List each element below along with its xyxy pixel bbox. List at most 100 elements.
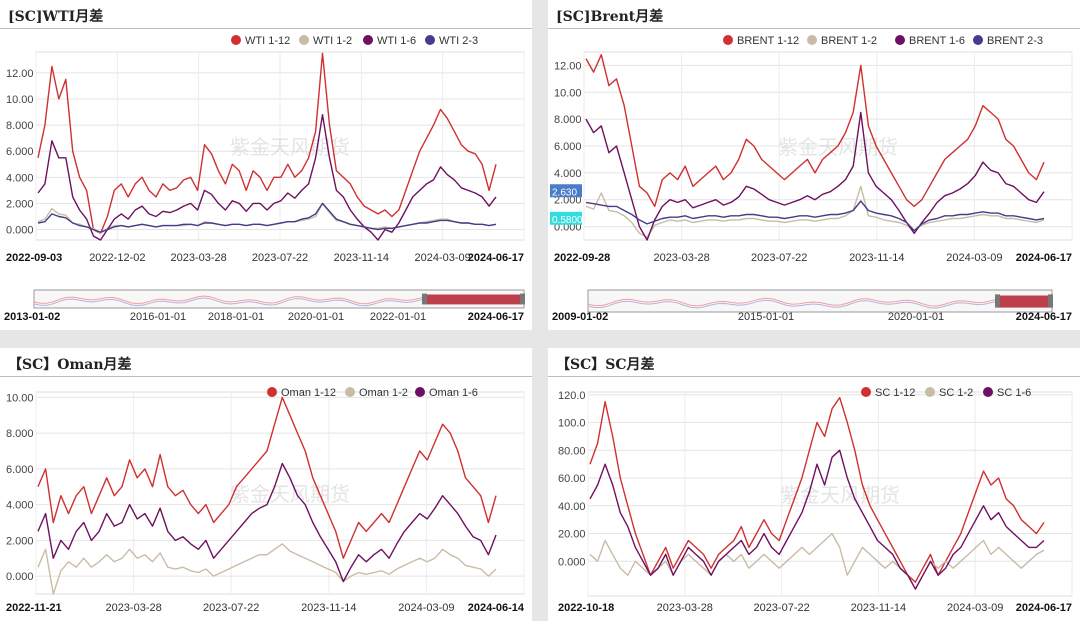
brent-navigator-preview <box>587 297 999 307</box>
wti-ytick-label: 4.000 <box>6 172 34 184</box>
brent-navigator-start: 2009-01-02 <box>552 311 608 323</box>
oman-ytick-label: 0.000 <box>6 571 34 583</box>
wti-legend-marker <box>363 35 373 45</box>
oman-legend-marker <box>345 387 355 397</box>
sc-legend-label: SC 1-6 <box>997 387 1031 399</box>
wti-xtick-label: 2022-12-02 <box>89 252 145 264</box>
wti-xtick-label: 2023-03-28 <box>171 252 227 264</box>
oman-xtick-label: 2024-03-09 <box>398 602 454 614</box>
brent-navigator-tick: 2015-01-01 <box>738 311 794 323</box>
oman-watermark: 紫金天风期货 <box>230 483 350 506</box>
oman-xtick-label: 2023-11-14 <box>301 602 356 614</box>
sc-ytick-label: 40.00 <box>558 501 586 513</box>
brent-legend-marker <box>807 35 817 45</box>
wti-chart: 0.000 2.000 4.000 6.000 8.000 10.00 12.00 2022-… <box>4 35 525 323</box>
oman-xtick-label: 2024-06-14 <box>468 602 525 614</box>
sc-legend-marker <box>861 387 871 397</box>
wti-navigator-tick: 2022-01-01 <box>370 311 426 323</box>
brent-panel: [SC]Brent月差 0.000 2.000 4.000 6.000 8.000 10.… <box>548 0 1080 330</box>
brent-ytick-label: 8.000 <box>554 114 582 126</box>
oman-panel: 【SC】Oman月差 0.000 2.000 4.000 6.000 8.000 10.0… <box>0 348 532 621</box>
brent-legend-label: BRENT 1-12 <box>737 35 799 47</box>
wti-navigator-preview <box>33 295 426 305</box>
sc-ytick-label: 120.0 <box>558 390 586 402</box>
sc-xtick-label: 2023-07-22 <box>753 602 809 614</box>
sc-ytick-label: 60.00 <box>558 473 586 485</box>
oman-xtick-label: 2022-11-21 <box>6 602 62 614</box>
sc-legend-marker <box>925 387 935 397</box>
sc-xtick-label: 2023-03-28 <box>657 602 713 614</box>
brent-ytick-label: 10.00 <box>554 87 582 99</box>
brent-xtick-label: 2023-11-14 <box>849 252 904 264</box>
wti-xtick-label: 2023-11-14 <box>334 252 389 264</box>
wti-title: [SC]WTI月差 <box>8 9 104 25</box>
oman-title-divider <box>0 376 532 377</box>
wti-ytick-label: 0.000 <box>6 225 34 237</box>
wti-watermark: 紫金天风期货 <box>230 136 350 159</box>
sc-ytick-label: 0.000 <box>558 556 586 568</box>
brent-xtick-label: 2022-09-28 <box>554 252 610 264</box>
sc-ytick-label: 80.00 <box>558 445 586 457</box>
brent-navigator-handle-left <box>995 294 1000 308</box>
brent-series-2-line <box>585 111 1045 241</box>
wti-navigator-tick: 2020-01-01 <box>288 311 344 323</box>
brent-watermark: 紫金天风期货 <box>778 136 898 159</box>
brent-legend-marker <box>895 35 905 45</box>
brent-axis-value-label: 0.5800 <box>552 215 583 226</box>
wti-xtick-label: 2023-07-22 <box>252 252 308 264</box>
brent-navigator-handle-right <box>1048 294 1053 308</box>
brent-legend-label: BRENT 2-3 <box>987 35 1043 47</box>
brent-xtick-label: 2024-03-09 <box>946 252 1002 264</box>
wti-panel: [SC]WTI月差 0.000 2.000 4.000 6.000 8.000 10.00… <box>0 0 532 330</box>
wti-ytick-label: 2.000 <box>6 198 34 210</box>
wti-xtick-label: 2024-03-09 <box>415 252 471 264</box>
brent-navigator-end: 2024-06-17 <box>1016 311 1072 323</box>
oman-series-2-line <box>37 462 497 583</box>
oman-legend-label: Oman 1-6 <box>429 387 478 399</box>
brent-series-1-line <box>585 185 1045 239</box>
brent-series-3-line <box>585 200 1045 232</box>
wti-ytick-label: 10.00 <box>6 94 34 106</box>
wti-navigator-handle-right <box>520 293 525 305</box>
oman-xtick-label: 2023-07-22 <box>203 602 259 614</box>
brent-axis-value-badge <box>550 211 582 225</box>
brent-legend-marker <box>973 35 983 45</box>
sc-title-divider <box>548 376 1080 377</box>
brent-series-0-line <box>585 54 1045 208</box>
brent-legend-label: BRENT 1-6 <box>909 35 965 47</box>
brent-title: [SC]Brent月差 <box>556 9 664 25</box>
oman-series-1-line <box>37 543 497 595</box>
wti-legend-marker <box>231 35 241 45</box>
sc-xtick-label: 2022-10-18 <box>558 602 614 614</box>
wti-navigator-end: 2024-06-17 <box>468 311 524 323</box>
wti-xtick-label: 2022-09-03 <box>6 252 62 264</box>
oman-chart: 0.000 2.000 4.000 6.000 8.000 10.00 2022-11-21… <box>6 387 525 614</box>
brent-navigator-preview-2 <box>587 299 999 309</box>
oman-ytick-label: 2.000 <box>6 535 34 547</box>
brent-xtick-label: 2023-03-28 <box>653 252 709 264</box>
wti-legend-label: WTI 1-6 <box>377 35 416 47</box>
oman-ytick-label: 8.000 <box>6 428 34 440</box>
wti-ytick-label: 8.000 <box>6 120 34 132</box>
sc-legend-marker <box>983 387 993 397</box>
brent-axis-value-label: 2.630 <box>552 187 577 198</box>
oman-legend-marker <box>267 387 277 397</box>
brent-legend-marker <box>723 35 733 45</box>
wti-navigator-tick: 2018-01-01 <box>208 311 264 323</box>
wti-legend-label: WTI 1-2 <box>313 35 352 47</box>
wti-legend-marker <box>425 35 435 45</box>
sc-xtick-label: 2024-03-09 <box>947 602 1003 614</box>
sc-ytick-label: 100.0 <box>558 418 586 430</box>
brent-xtick-label: 2023-07-22 <box>751 252 807 264</box>
sc-legend-label: SC 1-2 <box>939 387 973 399</box>
sc-title: 【SC】SC月差 <box>556 357 655 373</box>
wti-navigator-selection <box>425 294 522 305</box>
sc-series-1-line <box>589 532 1045 590</box>
brent-ytick-label: 4.000 <box>554 168 582 180</box>
wti-xtick-label: 2024-06-17 <box>468 252 524 264</box>
oman-legend-marker <box>415 387 425 397</box>
brent-navigator-tick: 2020-01-01 <box>888 311 944 323</box>
oman-ytick-label: 10.00 <box>6 392 34 404</box>
wti-ytick-label: 6.000 <box>6 146 34 158</box>
brent-ytick-label: 2.000 <box>554 195 582 207</box>
